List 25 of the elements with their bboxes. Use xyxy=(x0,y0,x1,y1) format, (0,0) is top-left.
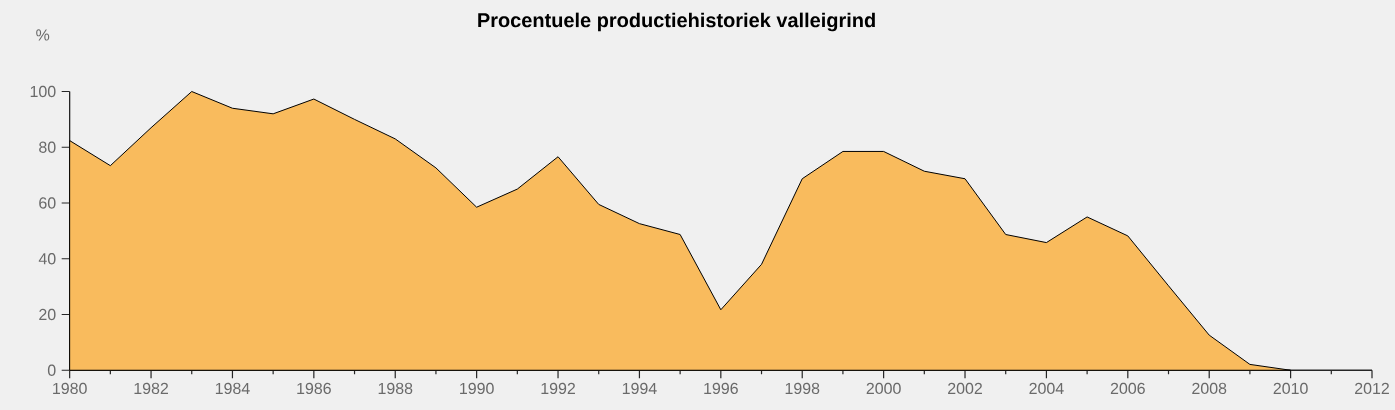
x-tick-label: 2008 xyxy=(1192,382,1227,394)
x-tick-label: 2004 xyxy=(1029,382,1064,394)
chart-title: Procentuele productiehistoriek valleigrind xyxy=(478,12,875,32)
x-tick-label: 1980 xyxy=(53,382,87,394)
y-tick-label: 100 xyxy=(30,85,56,98)
x-tick-label: 2010 xyxy=(1273,382,1308,394)
y-tick-label: 80 xyxy=(39,141,56,153)
y-axis-title: % xyxy=(36,29,50,41)
y-tick-label: 40 xyxy=(38,253,56,265)
x-tick-label: 1994 xyxy=(622,382,657,394)
x-tick-label: 2000 xyxy=(866,382,901,394)
x-tick-label: 1998 xyxy=(785,382,820,394)
x-tick-label: 1996 xyxy=(704,382,738,394)
x-tick-label: 1990 xyxy=(460,382,494,394)
y-tick-label: 20 xyxy=(39,308,56,321)
y-tick-label: 0 xyxy=(47,364,56,376)
x-tick-label: 2012 xyxy=(1355,382,1389,394)
x-tick-label: 2006 xyxy=(1110,382,1145,394)
x-tick-label: 1992 xyxy=(541,382,575,394)
x-tick-label: 1982 xyxy=(134,382,168,394)
x-tick-label: 1988 xyxy=(378,382,413,394)
x-tick-label: 1984 xyxy=(215,382,250,394)
x-tick-label: 2002 xyxy=(948,382,982,394)
y-tick-label: 60 xyxy=(39,197,56,209)
x-tick-label: 1986 xyxy=(297,382,331,394)
